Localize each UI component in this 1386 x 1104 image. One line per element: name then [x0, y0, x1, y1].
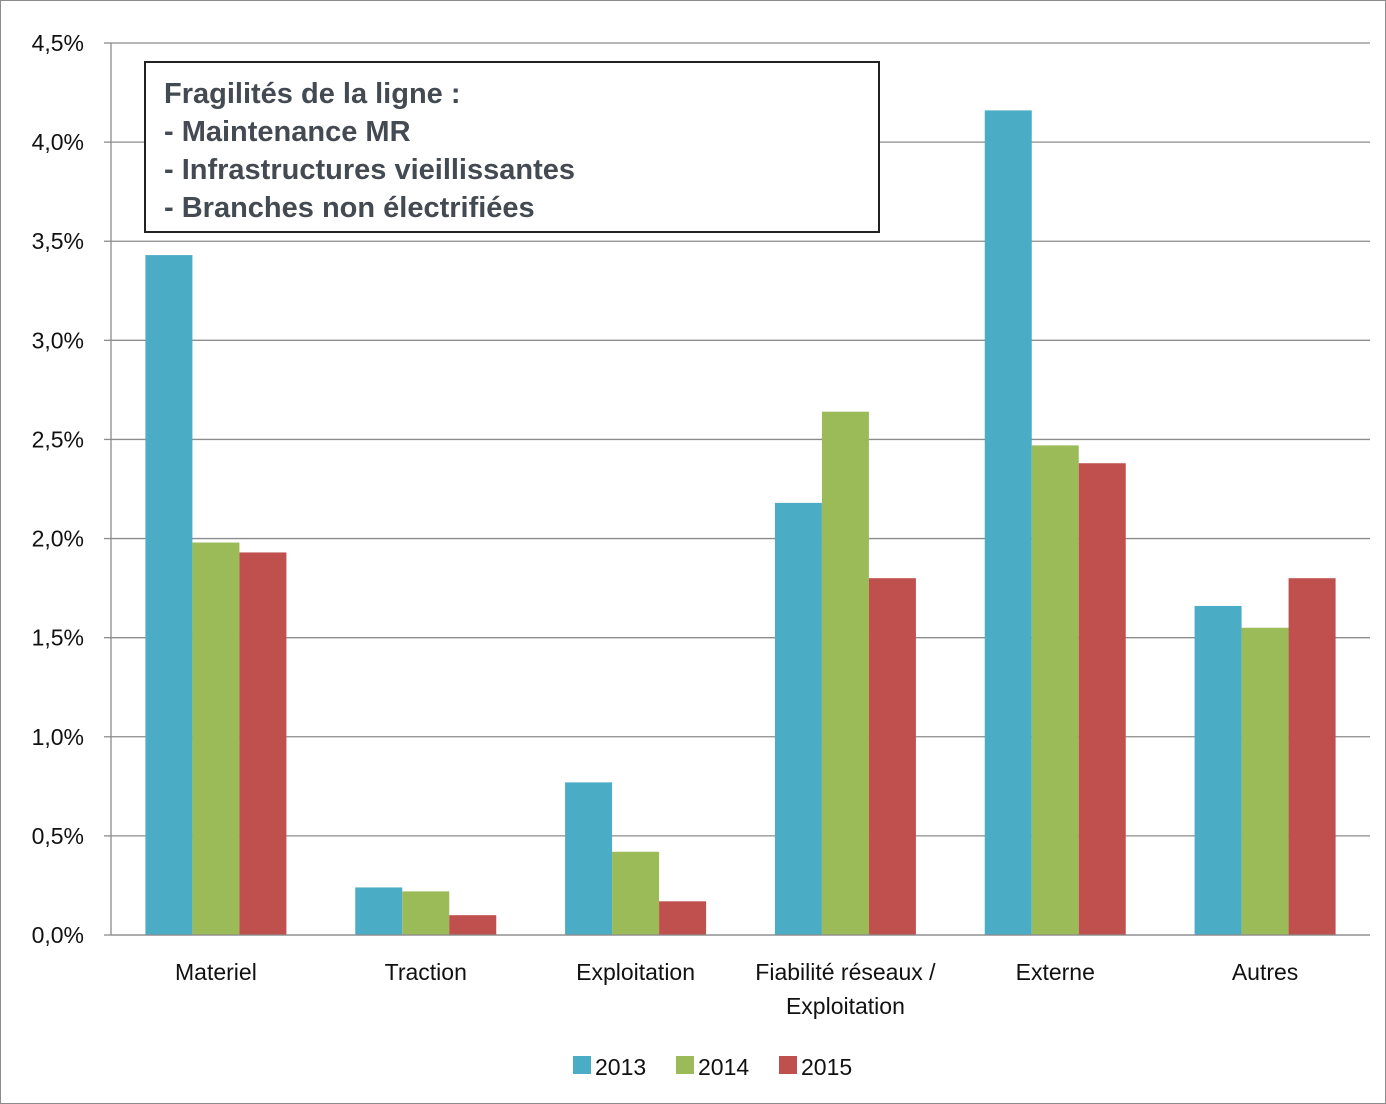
bar-2014: [1032, 445, 1079, 935]
y-tick-label: 4,0%: [32, 129, 84, 155]
bar-2013: [985, 110, 1032, 935]
x-tick-label: Externe: [1016, 959, 1095, 985]
bar-2014: [1242, 628, 1289, 935]
x-tick-label: Fiabilité réseaux / Exploitation: [755, 959, 936, 1019]
x-tick-label: Exploitation: [576, 959, 695, 985]
bar-2013: [355, 887, 402, 935]
bar-2015: [449, 915, 496, 935]
y-tick-label: 2,5%: [32, 426, 84, 452]
annotation-line: - Maintenance MR: [164, 113, 860, 151]
bar-2014: [612, 852, 659, 935]
legend-swatch-2013: [573, 1056, 591, 1074]
y-tick-label: 3,5%: [32, 228, 84, 254]
y-tick-label: 2,0%: [32, 526, 84, 552]
legend-label: 2015: [801, 1054, 852, 1080]
bar-2013: [145, 255, 192, 935]
y-tick-label: 3,0%: [32, 327, 84, 353]
legend-label: 2014: [698, 1054, 749, 1080]
bar-2015: [869, 578, 916, 935]
bar-2015: [1079, 463, 1126, 935]
annotation-line: - Branches non électrifiées: [164, 189, 860, 227]
bar-2015: [1289, 578, 1336, 935]
x-tick-label: Materiel: [175, 959, 257, 985]
annotation-box: Fragilités de la ligne : - Maintenance M…: [144, 61, 880, 233]
y-tick-label: 0,0%: [32, 922, 84, 948]
bar-2013: [775, 503, 822, 935]
y-tick-label: 1,5%: [32, 625, 84, 651]
bar-2013: [1195, 606, 1242, 935]
bar-2014: [822, 412, 869, 935]
bar-2015: [239, 552, 286, 935]
x-tick-label: Autres: [1232, 959, 1298, 985]
bar-2014: [192, 543, 239, 935]
bar-2013: [565, 782, 612, 935]
x-tick-label: Traction: [385, 959, 467, 985]
legend-swatch-2015: [779, 1056, 797, 1074]
annotation-title: Fragilités de la ligne :: [164, 75, 860, 113]
bar-2014: [402, 891, 449, 935]
bar-2015: [659, 901, 706, 935]
y-tick-label: 4,5%: [32, 30, 84, 56]
y-tick-label: 0,5%: [32, 823, 84, 849]
y-tick-label: 1,0%: [32, 724, 84, 750]
legend-swatch-2014: [676, 1056, 694, 1074]
legend-label: 2013: [595, 1054, 646, 1080]
annotation-line: - Infrastructures vieillissantes: [164, 151, 860, 189]
